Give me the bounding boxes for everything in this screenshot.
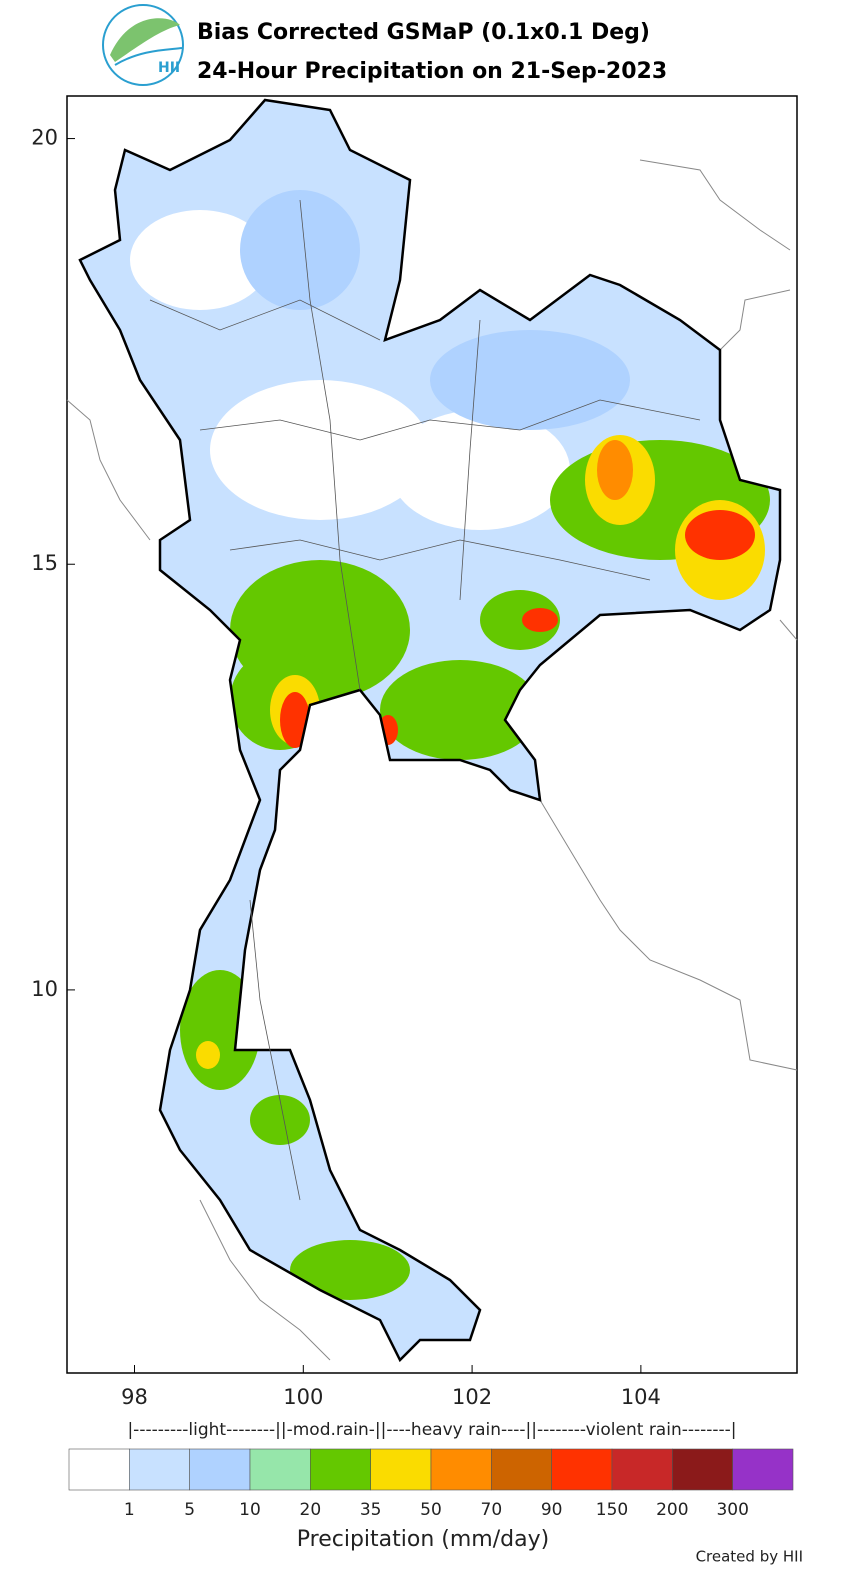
- x-tick-label: 98: [121, 1385, 148, 1409]
- colorbar-tick-label: 70: [481, 1500, 503, 1520]
- logo: HII: [102, 4, 184, 86]
- colorbar-tick-label: 150: [596, 1500, 628, 1520]
- colorbar-swatch: [430, 1448, 492, 1491]
- axes: 98 100 102 104 10 15 20: [31, 126, 661, 1409]
- colorbar-swatch: [249, 1448, 311, 1491]
- colorbar-swatch: [491, 1448, 552, 1491]
- colorbar: 1 5 10 20 35 50 70 90 150 200 300: [68, 1448, 794, 1520]
- colorbar-swatch: [672, 1448, 733, 1491]
- x-tick-label: 100: [283, 1385, 323, 1409]
- colorbar-swatch: [129, 1448, 190, 1491]
- colorbar-swatch: [370, 1448, 432, 1491]
- x-tick-label: 102: [452, 1385, 492, 1409]
- colorbar-tick-label: 20: [300, 1500, 322, 1520]
- map: [66, 95, 798, 1374]
- title-line: Bias Corrected GSMaP (0.1x0.1 Deg): [197, 20, 650, 45]
- colorbar-swatch: [732, 1448, 794, 1491]
- credit: Created by HII: [696, 1548, 803, 1566]
- colorbar-swatch: [189, 1448, 251, 1491]
- colorbar-swatch: [310, 1448, 371, 1491]
- colorbar-tick-label: 5: [184, 1500, 195, 1520]
- colorbar-tick-label: 90: [541, 1500, 563, 1520]
- y-tick-label: 10: [31, 977, 58, 1001]
- colorbar-tick-label: 50: [420, 1500, 442, 1520]
- colorbar-swatch: [68, 1448, 130, 1491]
- colorbar-tick-label: 35: [360, 1500, 382, 1520]
- logo-text: HII: [158, 60, 180, 76]
- colorbar-tick-label: 200: [656, 1500, 688, 1520]
- category-label: |---------light--------||-mod.rain-||---…: [127, 1420, 736, 1440]
- colorbar-label: Precipitation (mm/day): [297, 1527, 549, 1552]
- colorbar-tick-label: 1: [124, 1500, 135, 1520]
- neighbor-borders: [66, 159, 798, 1361]
- colorbar-swatch: [611, 1448, 673, 1491]
- colorbar-tick-label: 300: [716, 1500, 748, 1520]
- province-borders: [149, 199, 701, 1201]
- colorbar-tick-label: 10: [239, 1500, 261, 1520]
- colorbar-swatch: [551, 1448, 613, 1491]
- y-tick-label: 15: [31, 551, 58, 575]
- x-tick-label: 104: [621, 1385, 661, 1409]
- title-line: 24-Hour Precipitation on 21-Sep-2023: [197, 59, 667, 84]
- y-tick-label: 20: [31, 126, 58, 150]
